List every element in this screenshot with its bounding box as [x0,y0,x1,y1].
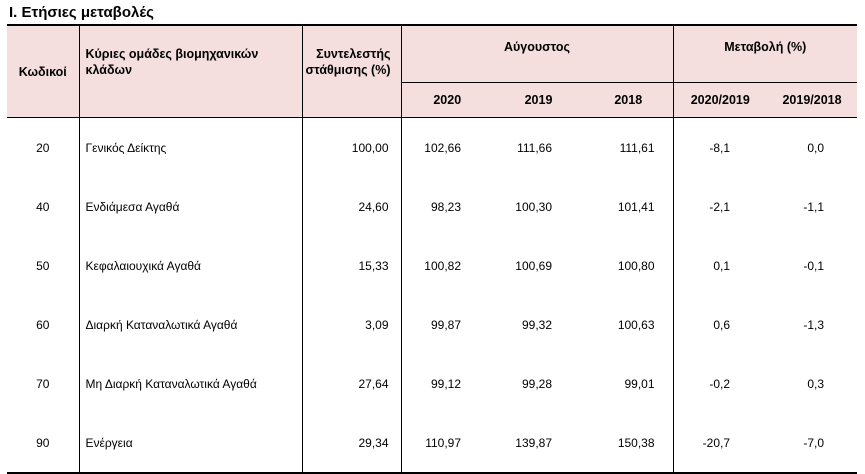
row-value-2020: 102,66 [400,117,493,177]
table-row: 70 Μη Διαρκή Καταναλωτικά Αγαθά 27,64 99… [7,354,857,413]
row-weight: 15,33 [301,236,401,295]
row-code: 90 [7,413,79,474]
annual-changes-table: Κωδικοί Κύριες ομάδες βιομηχανικών κλάδω… [7,24,858,474]
row-name: Ενδιάμεσα Αγαθά [78,177,302,236]
row-change-2019-2018: -7,0 [767,413,858,474]
row-weight: 3,09 [301,295,401,354]
header-year-2020: 2020 [400,82,493,118]
header-change-2019-2018: 2019/2018 [767,82,858,118]
row-code: 40 [36,199,50,214]
row-change-2020-2019: 0,6 [672,295,768,354]
row-code: 70 [36,376,50,391]
row-code: 50 [36,258,50,273]
row-change-2020-2019: -2,1 [672,177,768,236]
row-change-2019-2018: 0,0 [767,117,858,177]
row-name: Ενέργεια [78,413,302,474]
row-value-2019: 99,32 [521,317,552,332]
row-value-2019: 100,69 [515,258,552,273]
row-value-2020: 99,87 [400,295,493,354]
table-row: 60 Διαρκή Καταναλωτικά Αγαθά 3,09 99,87 … [7,295,857,354]
header-code: Κωδικοί [7,24,79,118]
row-weight: 29,34 [301,413,401,474]
row-value-2020: 100,82 [400,236,493,295]
header-august: Αύγουστος [400,24,674,83]
row-change-2019-2018: -0,1 [803,258,825,273]
row-name: Μη Διαρκή Καταναλωτικά Αγαθά [78,354,302,413]
row-change-2020-2019: -20,7 [672,413,768,474]
table-row: 20 Γενικός Δείκτης 100,00 102,66 111,66 … [7,117,858,177]
row-value-2018: 101,41 [617,199,655,214]
row-weight: 24,60 [301,177,401,236]
table-row: 90 Ενέργεια 29,34 110,97 139,87 150,38 -… [7,413,858,474]
row-change-2020-2019: -0,2 [672,354,768,413]
row-change-2019-2018: -1,3 [803,317,825,332]
row-value-2020: 110,97 [400,413,493,474]
row-name: Κεφαλαιουχικά Αγαθά [78,236,302,295]
row-value-2019: 139,87 [493,413,584,474]
header-change-2020-2019: 2020/2019 [672,82,768,118]
row-weight: 100,00 [301,117,401,177]
table-title: I. Ετήσιες μεταβολές [9,4,154,21]
table-row: 40 Ενδιάμεσα Αγαθά 24,60 98,23 100,30 10… [7,177,857,236]
row-change-2020-2019: -8,1 [672,117,768,177]
header-year-2019: 2019 [493,82,584,118]
header-groups: Κύριες ομάδες βιομηχανικών κλάδων [78,24,302,118]
row-value-2019: 111,66 [493,117,584,177]
header-weight: Συντελεστής στάθμισης (%) [301,24,401,118]
row-value-2020: 99,12 [400,354,493,413]
header-year-2018: 2018 [584,82,674,118]
row-change-2019-2018: -1,1 [803,199,825,214]
row-value-2018: 150,38 [584,413,674,474]
table-row: 50 Κεφαλαιουχικά Αγαθά 15,33 100,82 100,… [7,236,857,295]
row-value-2019: 99,28 [521,376,552,391]
row-change-2019-2018: 0,3 [807,376,825,391]
row-change-2020-2019: 0,1 [672,236,768,295]
row-name: Διαρκή Καταναλωτικά Αγαθά [78,295,302,354]
row-code: 20 [7,117,79,177]
row-weight: 27,64 [301,354,401,413]
row-value-2019: 100,30 [515,199,552,214]
row-value-2018: 100,63 [617,317,655,332]
row-name: Γενικός Δείκτης [78,117,302,177]
row-value-2020: 98,23 [400,177,493,236]
header-change: Μεταβολή (%) [672,24,858,83]
row-value-2018: 100,80 [617,258,655,273]
row-value-2018: 111,61 [584,117,674,177]
row-value-2018: 99,01 [624,376,655,391]
row-code: 60 [36,317,50,332]
